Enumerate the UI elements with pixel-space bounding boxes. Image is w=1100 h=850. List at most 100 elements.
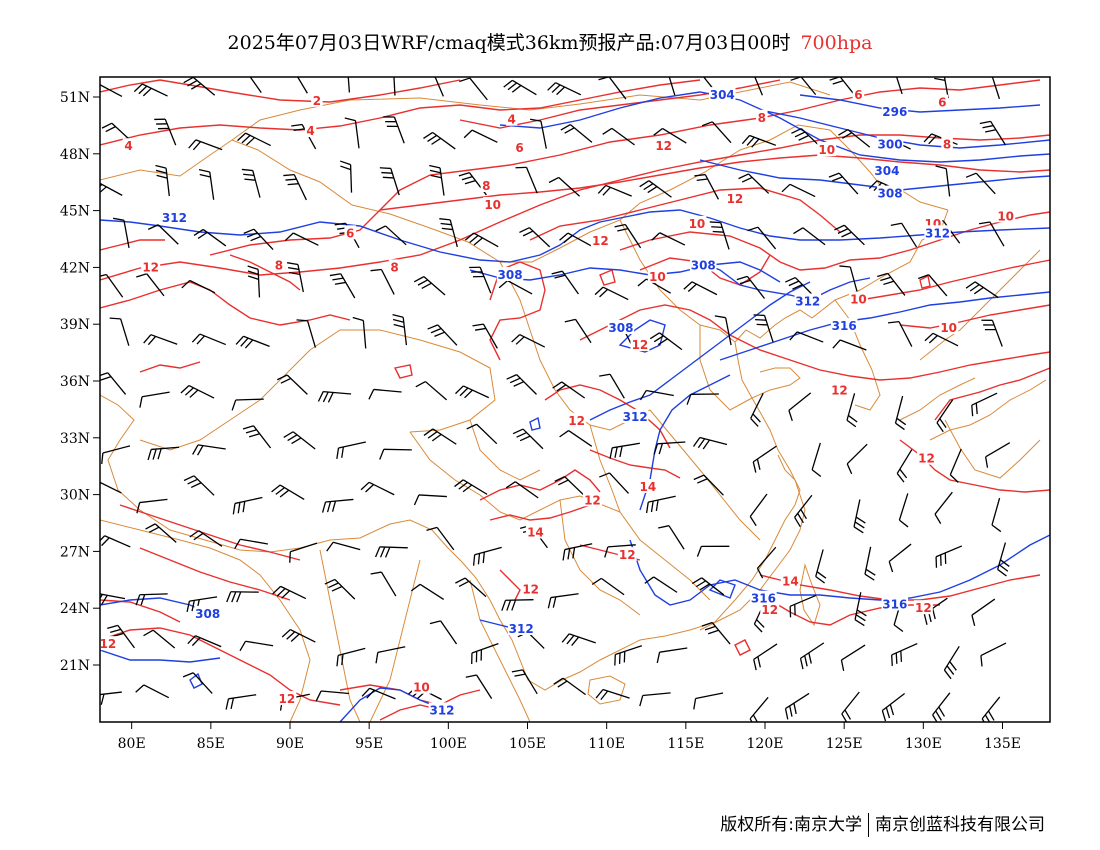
wind-barb: [226, 591, 259, 603]
wind-barb: [383, 116, 405, 144]
wind-barb: [360, 481, 395, 496]
contour-label-bg: [507, 621, 535, 636]
wind-barb: [547, 593, 579, 609]
wind-barb: [135, 684, 170, 699]
wind-barb: [793, 227, 826, 246]
isohypse-308-mid: [469, 261, 781, 283]
wind-barb: [413, 494, 447, 506]
wind-barb: [272, 585, 307, 600]
contour-label: 12: [522, 582, 539, 596]
province-lines-a: [279, 329, 496, 433]
contour-label-bg: [913, 600, 933, 615]
contour-label: 12: [100, 637, 117, 651]
wind-barb: [599, 472, 630, 494]
wind-barb: [511, 334, 546, 348]
wind-barb: [225, 694, 257, 710]
contour-label-bg: [881, 104, 909, 119]
footer-separator: [868, 813, 869, 837]
wind-barb: [981, 696, 1001, 722]
wind-barb: [799, 642, 825, 670]
wind-barb: [599, 373, 625, 399]
copyright-left: 版权所有:南京大学: [720, 815, 862, 835]
contour-label: 10: [689, 217, 706, 231]
contour-label-bg: [567, 412, 587, 427]
wind-barb: [701, 121, 732, 144]
isohypse-312-central: [589, 281, 811, 421]
india-border: [100, 519, 311, 722]
contour-label: 12: [918, 452, 935, 466]
wind-barb: [656, 647, 688, 664]
contour-label: 316: [832, 319, 857, 333]
contour-label-bg: [876, 185, 904, 200]
contour-label-bg: [939, 319, 959, 334]
wind-barb: [658, 525, 685, 550]
contour-label-bg: [388, 259, 401, 274]
wind-barb: [315, 690, 350, 702]
wind-barb: [949, 448, 962, 483]
contour-label-bg: [607, 319, 635, 334]
contour-label: 4: [507, 113, 515, 127]
wind-barb: [747, 226, 777, 250]
wind-barb: [668, 77, 676, 96]
wind-barb: [602, 127, 635, 146]
wind-barb: [895, 77, 903, 95]
wind-barb: [464, 232, 499, 248]
wind-barb: [991, 497, 1002, 533]
pressure-level: 700hpa: [800, 32, 873, 54]
lon-label: 120E: [747, 736, 784, 752]
contour-label: 308: [878, 187, 903, 201]
contour-label-bg: [496, 266, 524, 281]
contour-label-bg: [881, 596, 909, 611]
wind-barb: [749, 493, 768, 527]
contour-label: 4: [124, 139, 132, 153]
wind-barb: [234, 538, 268, 550]
wind-barb: [811, 442, 822, 478]
wind-barb: [781, 183, 816, 198]
wind-barb: [429, 164, 445, 196]
contour-label: 8: [943, 137, 951, 151]
wind-barb: [100, 535, 131, 548]
wind-barb: [466, 423, 498, 445]
contour-label-bg: [521, 581, 541, 596]
isotherm-14: [589, 449, 681, 479]
wind-barb: [289, 542, 318, 563]
wind-barb: [439, 218, 458, 248]
wind-barb: [276, 374, 308, 395]
contour-label-bg: [590, 232, 610, 247]
isohypse-308-west2: [100, 649, 221, 663]
wind-barb: [864, 546, 876, 581]
contour-label-bg: [647, 268, 667, 283]
wind-barb: [692, 436, 728, 450]
wind-barb: [393, 77, 396, 96]
province-lines-c: [499, 261, 651, 431]
contour-label-bg: [924, 225, 951, 240]
wind-barb: [100, 84, 123, 98]
isotherm-west-c: [229, 254, 301, 291]
contour-label-bg: [630, 337, 650, 352]
isotherm-12-far-east2: [934, 367, 1050, 421]
wind-barb: [839, 265, 859, 295]
wind-barb: [423, 131, 456, 150]
wind-barb: [471, 643, 499, 664]
wind-barb: [339, 160, 353, 193]
wind-barb: [965, 172, 996, 195]
wind-barb: [934, 491, 953, 524]
contour-label: 2: [313, 94, 321, 108]
isotherm-12-mid: [489, 261, 546, 361]
wind-barb: [237, 132, 271, 147]
isotherm-west-b: [139, 547, 291, 601]
contour-label-bg: [480, 177, 493, 192]
wind-barb: [978, 221, 1005, 247]
china-west-border: [100, 309, 813, 691]
wind-barb: [846, 443, 868, 475]
wind-barb: [368, 388, 402, 400]
wind-barb: [232, 496, 263, 515]
wind-barb: [512, 428, 544, 450]
isohypse-small-2: [529, 416, 541, 431]
contour-label: 10: [818, 143, 835, 157]
wind-barb: [136, 273, 165, 297]
wind-barb: [191, 333, 227, 346]
contour-label: 12: [761, 603, 778, 617]
wind-barb: [918, 274, 948, 297]
wind-barb: [235, 335, 270, 349]
